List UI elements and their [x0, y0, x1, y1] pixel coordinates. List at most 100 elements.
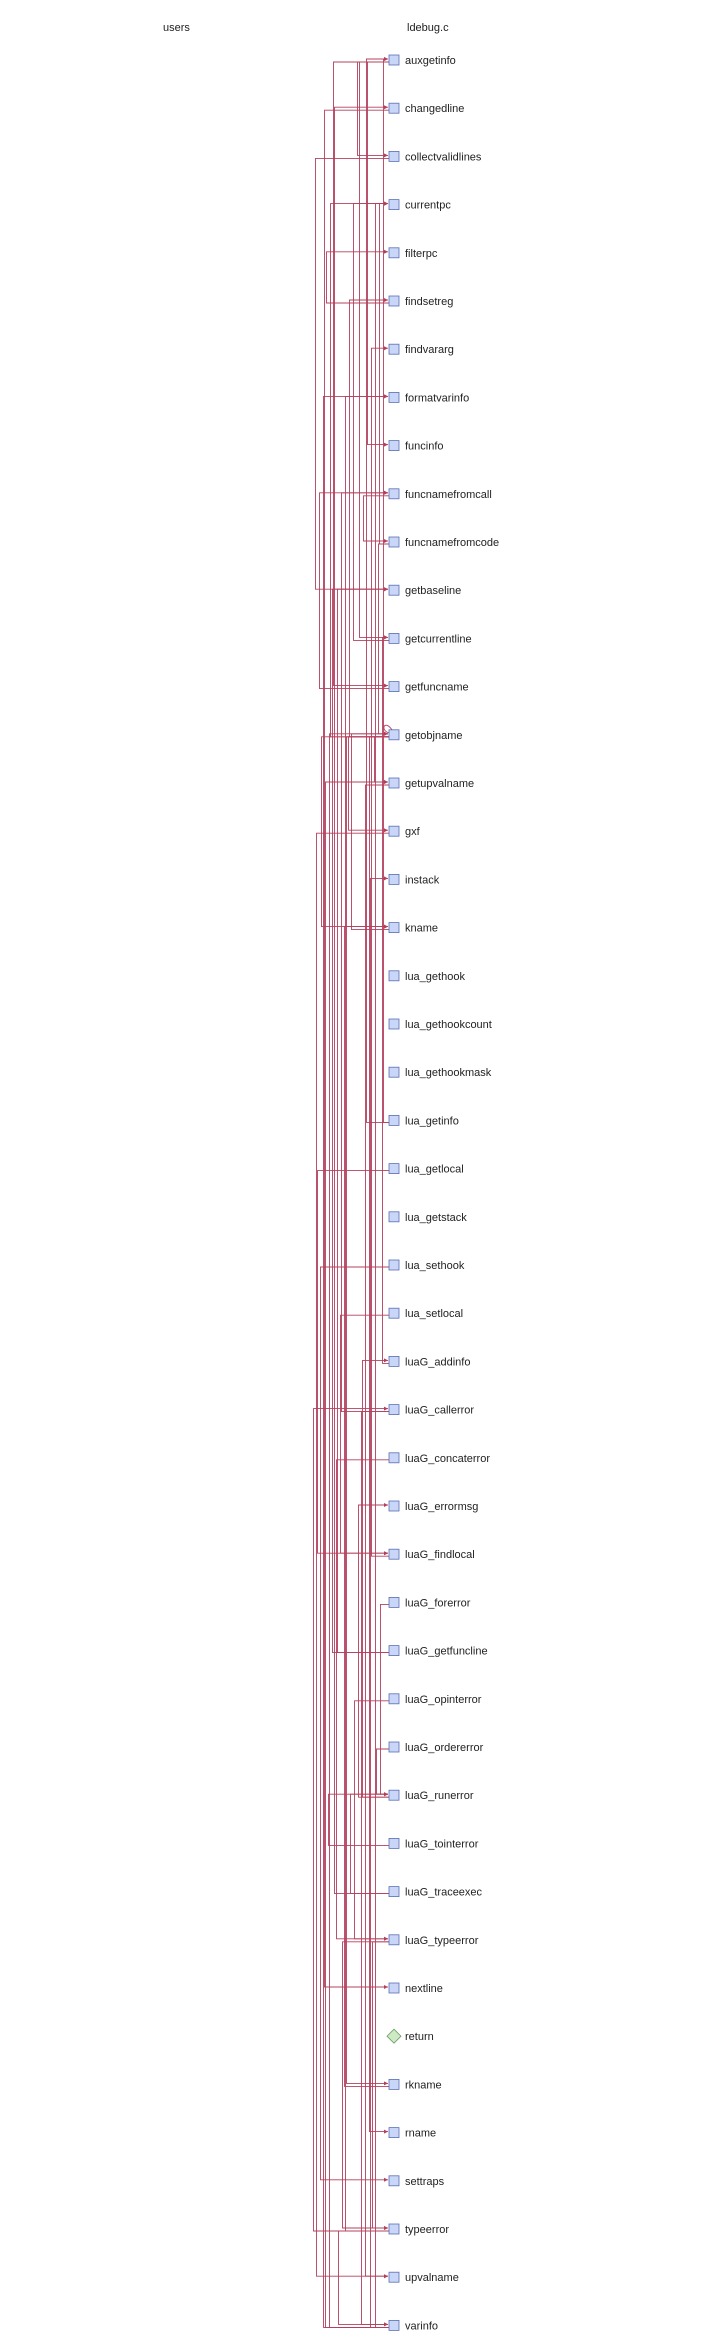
node-findsetreg[interactable]: findsetreg: [388, 295, 453, 308]
node-label: luaG_runerror: [405, 1790, 474, 1802]
node-label: lua_gethookcount: [405, 1019, 492, 1031]
square-node-icon: [388, 2223, 400, 2235]
node-funcnamefromcall[interactable]: funcnamefromcall: [388, 488, 492, 501]
node-label: luaG_findlocal: [405, 1549, 475, 1561]
edge-typeerror-to-varinfo: [338, 2230, 389, 2327]
edge-lua-getinfo-to-auxgetinfo: [366, 57, 389, 1123]
node-typeerror[interactable]: typeerror: [388, 2223, 449, 2236]
node-luag-findlocal[interactable]: luaG_findlocal: [388, 1548, 475, 1561]
node-luag-getfuncline[interactable]: luaG_getfuncline: [388, 1645, 488, 1658]
square-node-icon: [388, 1838, 400, 1849]
node-getfuncname[interactable]: getfuncname: [388, 681, 469, 694]
square-node-icon: [388, 536, 400, 548]
node-funcinfo[interactable]: funcinfo: [388, 440, 444, 453]
node-rkname[interactable]: rkname: [388, 2078, 442, 2091]
node-lua-setlocal[interactable]: lua_setlocal: [388, 1307, 463, 1320]
node-instack[interactable]: instack: [388, 874, 440, 886]
node-getupvalname[interactable]: getupvalname: [388, 777, 474, 790]
edge-luag-opinterror-to-luag-typeerror: [354, 1700, 389, 1941]
square-node-icon: [388, 440, 400, 452]
diamond-node-icon: [386, 2028, 402, 2044]
node-lua-getlocal[interactable]: lua_getlocal: [388, 1163, 464, 1176]
arrowhead-icon: [384, 828, 388, 833]
node-settraps[interactable]: settraps: [388, 2175, 445, 2188]
arrowhead-icon: [384, 2129, 388, 2134]
edge-findsetreg-to-filterpc: [326, 249, 389, 304]
node-auxgetinfo[interactable]: auxgetinfo: [388, 54, 456, 67]
node-label: rname: [405, 2128, 436, 2140]
node-collectvalidlines[interactable]: collectvalidlines: [388, 150, 482, 163]
node-luag-concaterror[interactable]: luaG_concaterror: [388, 1452, 490, 1465]
node-label: funcnamefromcode: [405, 537, 499, 549]
node-luag-addinfo[interactable]: luaG_addinfo: [388, 1356, 470, 1368]
node-return[interactable]: return: [386, 2028, 434, 2044]
node-lua-gethookcount[interactable]: lua_gethookcount: [388, 1018, 492, 1031]
node-getbaseline[interactable]: getbaseline: [388, 584, 461, 597]
node-lua-gethookmask[interactable]: lua_gethookmask: [388, 1066, 492, 1079]
square-node-icon: [388, 295, 400, 307]
node-luag-traceexec[interactable]: luaG_traceexec: [388, 1886, 483, 1899]
edge-auxgetinfo-to-collectvalidlines: [357, 61, 389, 158]
edge-luag-addinfo-to-getcurrentline: [382, 635, 389, 1364]
square-node-icon: [388, 1018, 400, 1030]
arrowhead-icon: [384, 1792, 388, 1797]
square-node-icon: [388, 1886, 400, 1897]
node-luag-forerror[interactable]: luaG_forerror: [388, 1597, 471, 1609]
arrowhead-icon: [384, 587, 388, 592]
node-currentpc[interactable]: currentpc: [388, 199, 451, 212]
node-lua-sethook[interactable]: lua_sethook: [388, 1259, 465, 1272]
node-luag-callerror[interactable]: luaG_callerror: [388, 1404, 474, 1417]
node-label: settraps: [405, 2176, 445, 2188]
node-label: getcurrentline: [405, 633, 472, 645]
edge-auxgetinfo-to-getcurrentline: [359, 61, 389, 640]
node-label: gxf: [405, 826, 421, 838]
arrowhead-icon: [384, 876, 388, 881]
arrowhead-icon: [384, 490, 388, 495]
node-upvalname[interactable]: upvalname: [388, 2271, 459, 2284]
square-node-icon: [388, 1066, 400, 1078]
square-node-icon: [388, 777, 400, 789]
square-node-icon: [388, 2078, 400, 2090]
square-node-icon: [388, 825, 400, 837]
square-node-icon: [388, 970, 400, 982]
node-label: lua_getstack: [405, 1212, 467, 1224]
node-luag-errormsg[interactable]: luaG_errormsg: [388, 1500, 478, 1513]
node-lua-getstack[interactable]: lua_getstack: [388, 1211, 467, 1224]
node-varinfo[interactable]: varinfo: [388, 2319, 438, 2332]
node-getcurrentline[interactable]: getcurrentline: [388, 633, 472, 645]
edge-luag-findlocal-to-findvararg: [371, 346, 389, 1557]
node-kname[interactable]: kname: [388, 922, 438, 935]
node-label: lua_setlocal: [405, 1308, 463, 1320]
node-nextline[interactable]: nextline: [388, 1982, 443, 1995]
node-formatvarinfo[interactable]: formatvarinfo: [388, 391, 469, 404]
column-header-file: ldebug.c: [407, 22, 449, 34]
node-lua-getinfo[interactable]: lua_getinfo: [388, 1115, 459, 1127]
node-luag-tointerror[interactable]: luaG_tointerror: [388, 1838, 479, 1850]
node-label: lua_gethookmask: [405, 1067, 492, 1079]
node-funcnamefromcode[interactable]: funcnamefromcode: [388, 536, 499, 549]
node-luag-ordererror[interactable]: luaG_ordererror: [388, 1741, 484, 1754]
edge-getupvalname-to-upvalname: [365, 784, 389, 2279]
square-node-icon: [388, 681, 400, 692]
node-getobjname[interactable]: getobjname: [388, 729, 463, 742]
edge-luag-callerror-to-varinfo: [361, 1411, 389, 2327]
square-node-icon: [388, 584, 400, 596]
arrowhead-icon: [384, 539, 388, 543]
square-node-icon: [388, 922, 400, 933]
node-luag-runerror[interactable]: luaG_runerror: [388, 1789, 474, 1802]
node-label: return: [405, 2031, 434, 2043]
node-filterpc[interactable]: filterpc: [388, 247, 438, 260]
arrowhead-icon: [384, 635, 388, 640]
square-node-icon: [388, 1789, 400, 1801]
node-gxf[interactable]: gxf: [388, 825, 421, 838]
node-rname[interactable]: rname: [388, 2127, 436, 2140]
square-node-icon: [388, 488, 400, 500]
node-findvararg[interactable]: findvararg: [388, 343, 454, 356]
node-changedline[interactable]: changedline: [388, 102, 464, 115]
node-luag-typeerror[interactable]: luaG_typeerror: [388, 1934, 479, 1947]
node-label: instack: [405, 874, 440, 886]
square-node-icon: [388, 1259, 400, 1271]
node-lua-gethook[interactable]: lua_gethook: [388, 970, 465, 983]
node-label: findsetreg: [405, 296, 453, 308]
node-luag-opinterror[interactable]: luaG_opinterror: [388, 1693, 482, 1706]
